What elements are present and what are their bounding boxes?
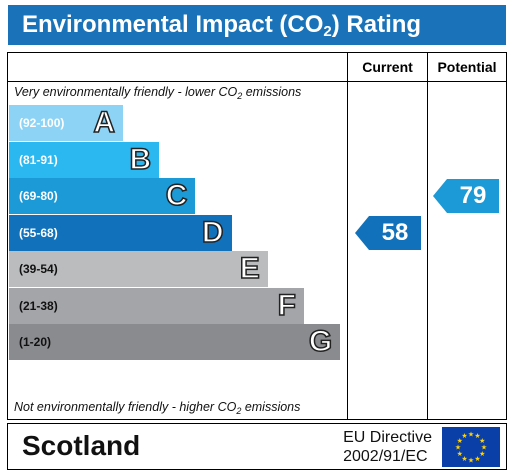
chart-title: Environmental Impact (CO2) Rating — [8, 5, 506, 45]
svg-text:★: ★ — [455, 444, 461, 452]
footer: Scotland EU Directive 2002/91/EC ★ ★ ★ ★ ★ ★ ★… — [7, 423, 507, 470]
bottom-note-tail: emissions — [241, 400, 301, 414]
bottom-note-subscript: 2 — [236, 406, 242, 416]
header-row-divider — [7, 81, 507, 82]
band-letter: A — [93, 105, 116, 140]
svg-text:★: ★ — [468, 457, 474, 465]
potential-rating-arrow: 79 — [433, 179, 499, 213]
svg-text:★: ★ — [479, 437, 485, 445]
band-range: (81-91) — [19, 152, 58, 167]
svg-text:★: ★ — [479, 450, 485, 458]
band-g: (1-20) G — [9, 324, 341, 360]
band-c: (69-80) C — [9, 178, 196, 214]
band-letter: G — [308, 324, 333, 359]
band-range: (69-80) — [19, 189, 58, 203]
band-a: (92-100) A — [9, 105, 123, 141]
svg-text:★: ★ — [468, 431, 474, 439]
title-tail: ) Rating — [331, 11, 422, 38]
band-range: (21-38) — [19, 298, 58, 313]
top-note-tail: emissions — [242, 85, 302, 99]
title-subscript: 2 — [323, 23, 332, 40]
band-letter: F — [277, 288, 297, 323]
directive-line-1: EU Directive — [343, 429, 432, 446]
svg-text:★: ★ — [461, 432, 467, 440]
title-main: Environmental Impact (CO — [22, 11, 324, 38]
bottom-note-text: Not environmentally friendly - higher CO — [14, 400, 237, 414]
band-e: (39-54) E — [9, 251, 268, 287]
band-range: (39-54) — [19, 262, 58, 276]
current-column-header: Current — [362, 59, 413, 75]
band-d: (55-68) D — [9, 214, 232, 251]
svg-text:★: ★ — [457, 437, 463, 445]
band-letter: E — [239, 251, 261, 286]
band-letter: C — [165, 178, 188, 213]
directive-line-2: 2002/91/EC — [343, 448, 428, 465]
svg-text:★: ★ — [461, 455, 467, 463]
eu-directive: EU Directive 2002/91/EC — [343, 428, 432, 466]
potential-rating-arrow-value: 79 — [459, 182, 487, 209]
band-letter: D — [201, 215, 224, 250]
bottom-note: Not environmentally friendly - higher CO… — [14, 400, 301, 416]
band-b: (81-91) B — [9, 141, 160, 178]
svg-text:★: ★ — [474, 432, 480, 440]
svg-text:★: ★ — [481, 444, 487, 452]
current-rating-arrow-value: 58 — [381, 218, 409, 246]
band-range: (55-68) — [19, 225, 58, 240]
svg-text:★: ★ — [457, 450, 463, 458]
potential-column-header: Potential — [437, 59, 497, 75]
top-note: Very environmentally friendly - lower CO… — [14, 85, 302, 101]
top-note-subscript: 2 — [237, 91, 243, 101]
region-label: Scotland — [22, 430, 141, 461]
band-f: (21-38) F — [9, 287, 304, 324]
top-note-text: Very environmentally friendly - lower CO — [14, 85, 238, 99]
svg-text:★: ★ — [474, 455, 480, 463]
rating-table-frame — [7, 52, 507, 420]
current-rating-arrow: 58 — [355, 215, 421, 250]
band-range: (1-20) — [19, 335, 52, 349]
eu-flag-icon: ★ ★ ★ ★ ★ ★ ★ ★ ★ ★ ★ ★ — [442, 427, 500, 467]
current-column-divider — [347, 52, 348, 420]
band-range: (92-100) — [19, 116, 65, 130]
potential-column-divider — [427, 52, 428, 420]
band-letter: B — [129, 142, 152, 177]
